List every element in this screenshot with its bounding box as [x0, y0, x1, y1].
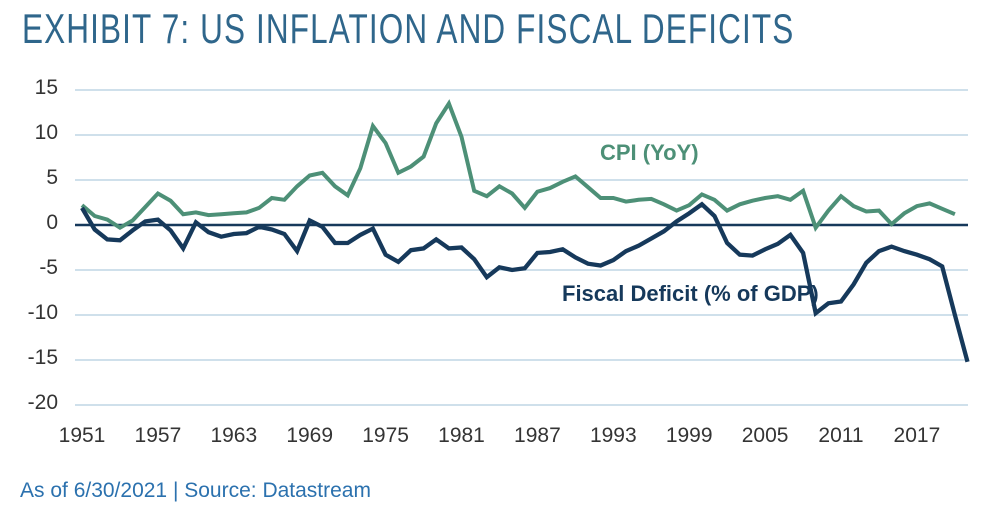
y-tick-label: -15: [27, 346, 58, 369]
fiscal-deficit-line: [80, 201, 970, 363]
x-tick-label: 1969: [286, 424, 334, 447]
source-note: As of 6/30/2021 | Source: Datastream: [20, 479, 371, 502]
cpi-series-label: CPI (YoY): [600, 140, 699, 165]
x-tick-label: 1957: [134, 424, 182, 447]
x-tick-label: 1975: [362, 424, 409, 447]
x-tick-label: 2017: [893, 424, 941, 447]
y-tick-label: -20: [27, 391, 58, 414]
y-tick-label: 5: [46, 166, 58, 189]
x-tick-label: 2005: [741, 424, 789, 447]
x-tick-label: 1993: [589, 424, 637, 447]
x-tick-label: 1951: [58, 424, 106, 447]
y-tick-label: -5: [39, 256, 58, 279]
y-tick-label: 15: [34, 76, 58, 99]
y-tick-label: 10: [34, 121, 58, 144]
x-tick-label: 2011: [818, 424, 864, 447]
x-tick-label: 1981: [438, 424, 485, 447]
x-tick-label: 1999: [665, 424, 713, 447]
x-tick-label: 1987: [514, 424, 561, 447]
y-tick-label: -10: [27, 301, 58, 324]
fiscal-deficit-series-label: Fiscal Deficit (% of GDP): [562, 281, 819, 306]
y-tick-label: 0: [46, 211, 58, 234]
page-title: EXHIBIT 7: US INFLATION AND FISCAL DEFIC…: [22, 5, 795, 52]
x-tick-label: 1963: [210, 424, 258, 447]
cpi-line: [80, 99, 956, 232]
